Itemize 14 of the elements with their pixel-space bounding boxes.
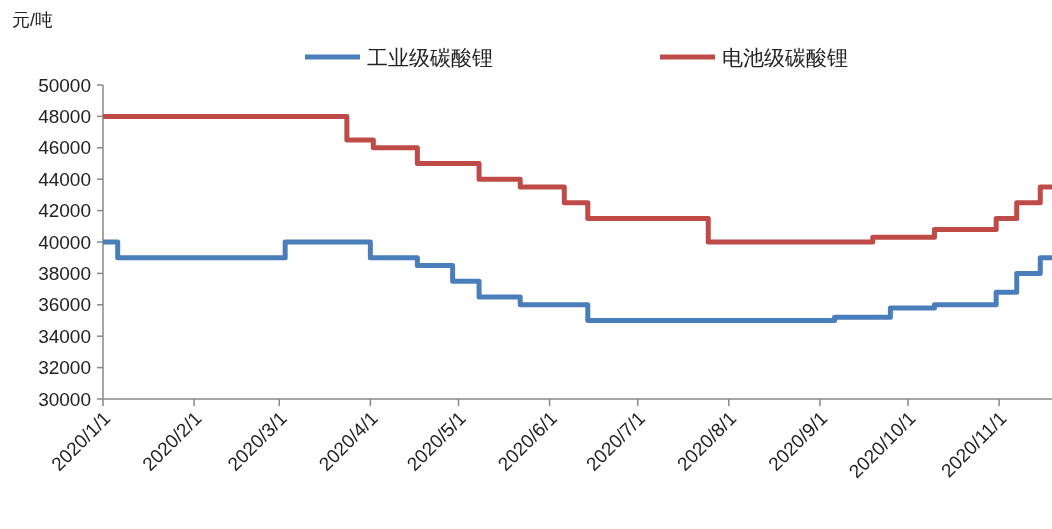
y-tick-label: 36000 [38, 294, 91, 316]
legend-label: 工业级碳酸锂 [367, 45, 493, 69]
y-tick-label: 50000 [38, 74, 91, 96]
y-axis-title: 元/吨 [12, 10, 54, 30]
y-tick-label: 40000 [38, 231, 91, 253]
y-tick-label: 44000 [38, 168, 91, 190]
legend-label: 电池级碳酸锂 [722, 45, 848, 69]
y-tick-label: 34000 [38, 325, 91, 347]
y-tick-label: 30000 [38, 388, 91, 410]
y-tick-label: 38000 [38, 262, 91, 284]
y-tick-label: 32000 [38, 357, 91, 379]
y-tick-label: 46000 [38, 137, 91, 159]
y-tick-label: 42000 [38, 200, 91, 222]
y-tick-label: 48000 [38, 105, 91, 127]
